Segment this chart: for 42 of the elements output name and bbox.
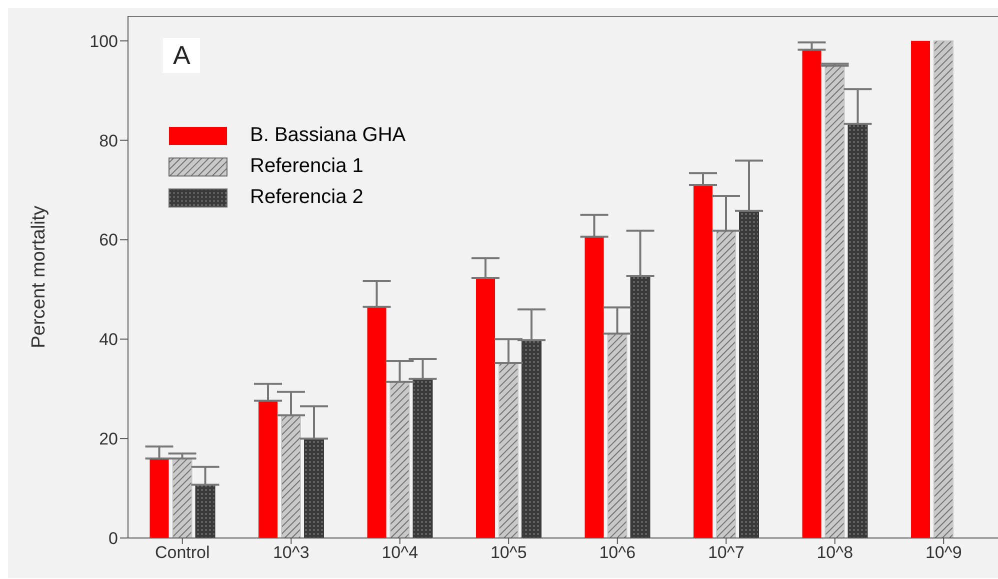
legend-label: B. Bassiana GHA [250, 123, 406, 148]
y-tick-label: 20 [99, 430, 118, 449]
bar [281, 414, 301, 538]
y-tick-label: 100 [90, 32, 118, 51]
bar [150, 458, 169, 538]
y-tick-label: 80 [99, 131, 118, 150]
x-tick-label: 10^7 [708, 543, 744, 562]
bar [498, 362, 518, 538]
bar [258, 400, 278, 538]
bar [522, 340, 542, 538]
y-tick-label: 40 [99, 330, 118, 350]
bar [367, 306, 386, 538]
bar [694, 185, 712, 538]
legend-label: Referencia 1 [250, 154, 364, 179]
bar [739, 210, 759, 538]
x-tick-label: 10^5 [490, 543, 527, 562]
bar [934, 40, 954, 538]
y-tick-label: 0 [108, 529, 118, 548]
bar [390, 381, 410, 538]
bar [848, 123, 868, 538]
y-tick-label: 60 [99, 230, 118, 250]
bar [716, 230, 736, 538]
y-axis-title: Percent mortality [28, 205, 50, 348]
bar [304, 438, 324, 538]
bar [584, 236, 604, 538]
bar [172, 458, 192, 538]
x-tick-label: Control [154, 543, 210, 562]
x-tick-label: 10^6 [599, 543, 636, 562]
x-tick-label: 10^4 [382, 543, 418, 562]
bar [630, 276, 650, 538]
bar [911, 40, 930, 538]
panel-letter: A [163, 38, 200, 73]
bar [195, 484, 216, 538]
x-tick-label: 10^3 [272, 543, 310, 562]
bar [802, 50, 822, 538]
bar [824, 65, 845, 538]
bar [476, 278, 495, 538]
bar [412, 378, 433, 538]
legend-label: Referencia 2 [250, 185, 364, 210]
bar [607, 333, 628, 538]
x-tick-label: 10^9 [925, 543, 962, 562]
x-tick-label: 10^8 [816, 543, 854, 562]
